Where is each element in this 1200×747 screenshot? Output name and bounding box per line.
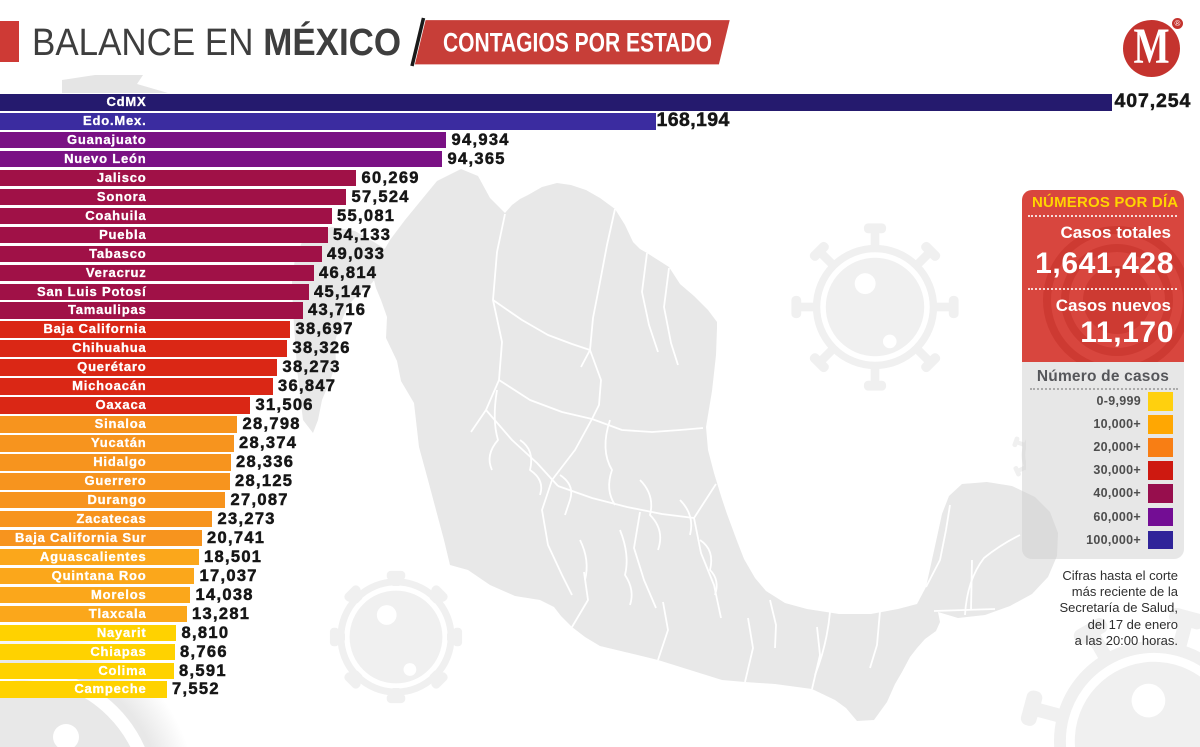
- svg-text:CONTAGIOS POR ESTADO: CONTAGIOS POR ESTADO: [443, 28, 712, 58]
